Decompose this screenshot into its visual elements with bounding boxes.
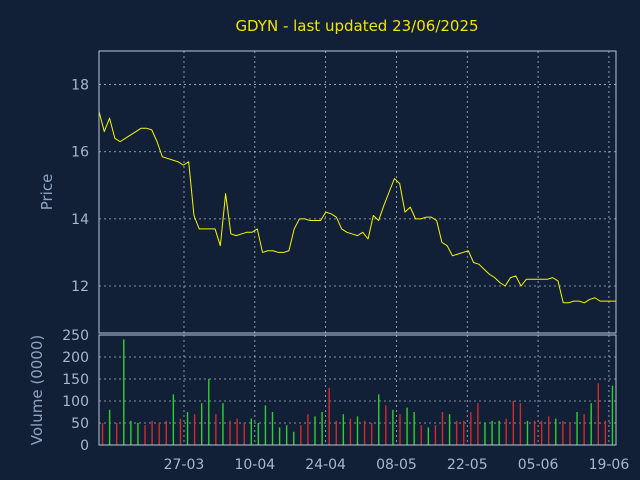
volume-y-tick-label: 250 xyxy=(62,328,89,344)
x-tick-label: 27-03 xyxy=(164,457,205,473)
chart-title: GDYN - last updated 23/06/2025 xyxy=(235,17,478,35)
volume-panel-frame xyxy=(98,334,617,446)
price-axis-label: Price xyxy=(38,174,56,211)
x-tick-label: 10-04 xyxy=(234,457,275,473)
price-line xyxy=(98,111,616,304)
volume-y-tick-label: 150 xyxy=(62,372,89,388)
volume-bars xyxy=(101,339,614,445)
price-y-tick-label: 12 xyxy=(71,279,89,295)
x-tick-label: 05-06 xyxy=(518,457,559,473)
price-series xyxy=(98,111,616,304)
x-tick-label: 22-05 xyxy=(447,457,488,473)
price-panel-frame xyxy=(98,50,617,334)
x-tick-label: 19-06 xyxy=(589,457,630,473)
x-tick-label: 08-05 xyxy=(376,457,417,473)
price-grid xyxy=(99,51,616,333)
volume-y-tick-label: 50 xyxy=(71,416,89,432)
x-ticks: 27-03 10-04 24-04 08-05 22-05 05-06 19-06 xyxy=(164,457,630,473)
volume-axis-label: Volume (0000) xyxy=(28,335,46,445)
volume-y-tick-label: 0 xyxy=(80,438,89,454)
x-tick-label: 24-04 xyxy=(305,457,346,473)
price-y-ticks: 12 14 16 18 xyxy=(71,78,89,295)
volume-y-tick-label: 100 xyxy=(62,394,89,410)
volume-grid xyxy=(99,335,616,445)
volume-y-ticks: 0 50 100 150 200 250 xyxy=(62,328,89,454)
price-y-tick-label: 16 xyxy=(71,145,89,161)
price-y-tick-label: 14 xyxy=(71,212,89,228)
volume-y-tick-label: 200 xyxy=(62,350,89,366)
price-y-tick-label: 18 xyxy=(71,78,89,94)
